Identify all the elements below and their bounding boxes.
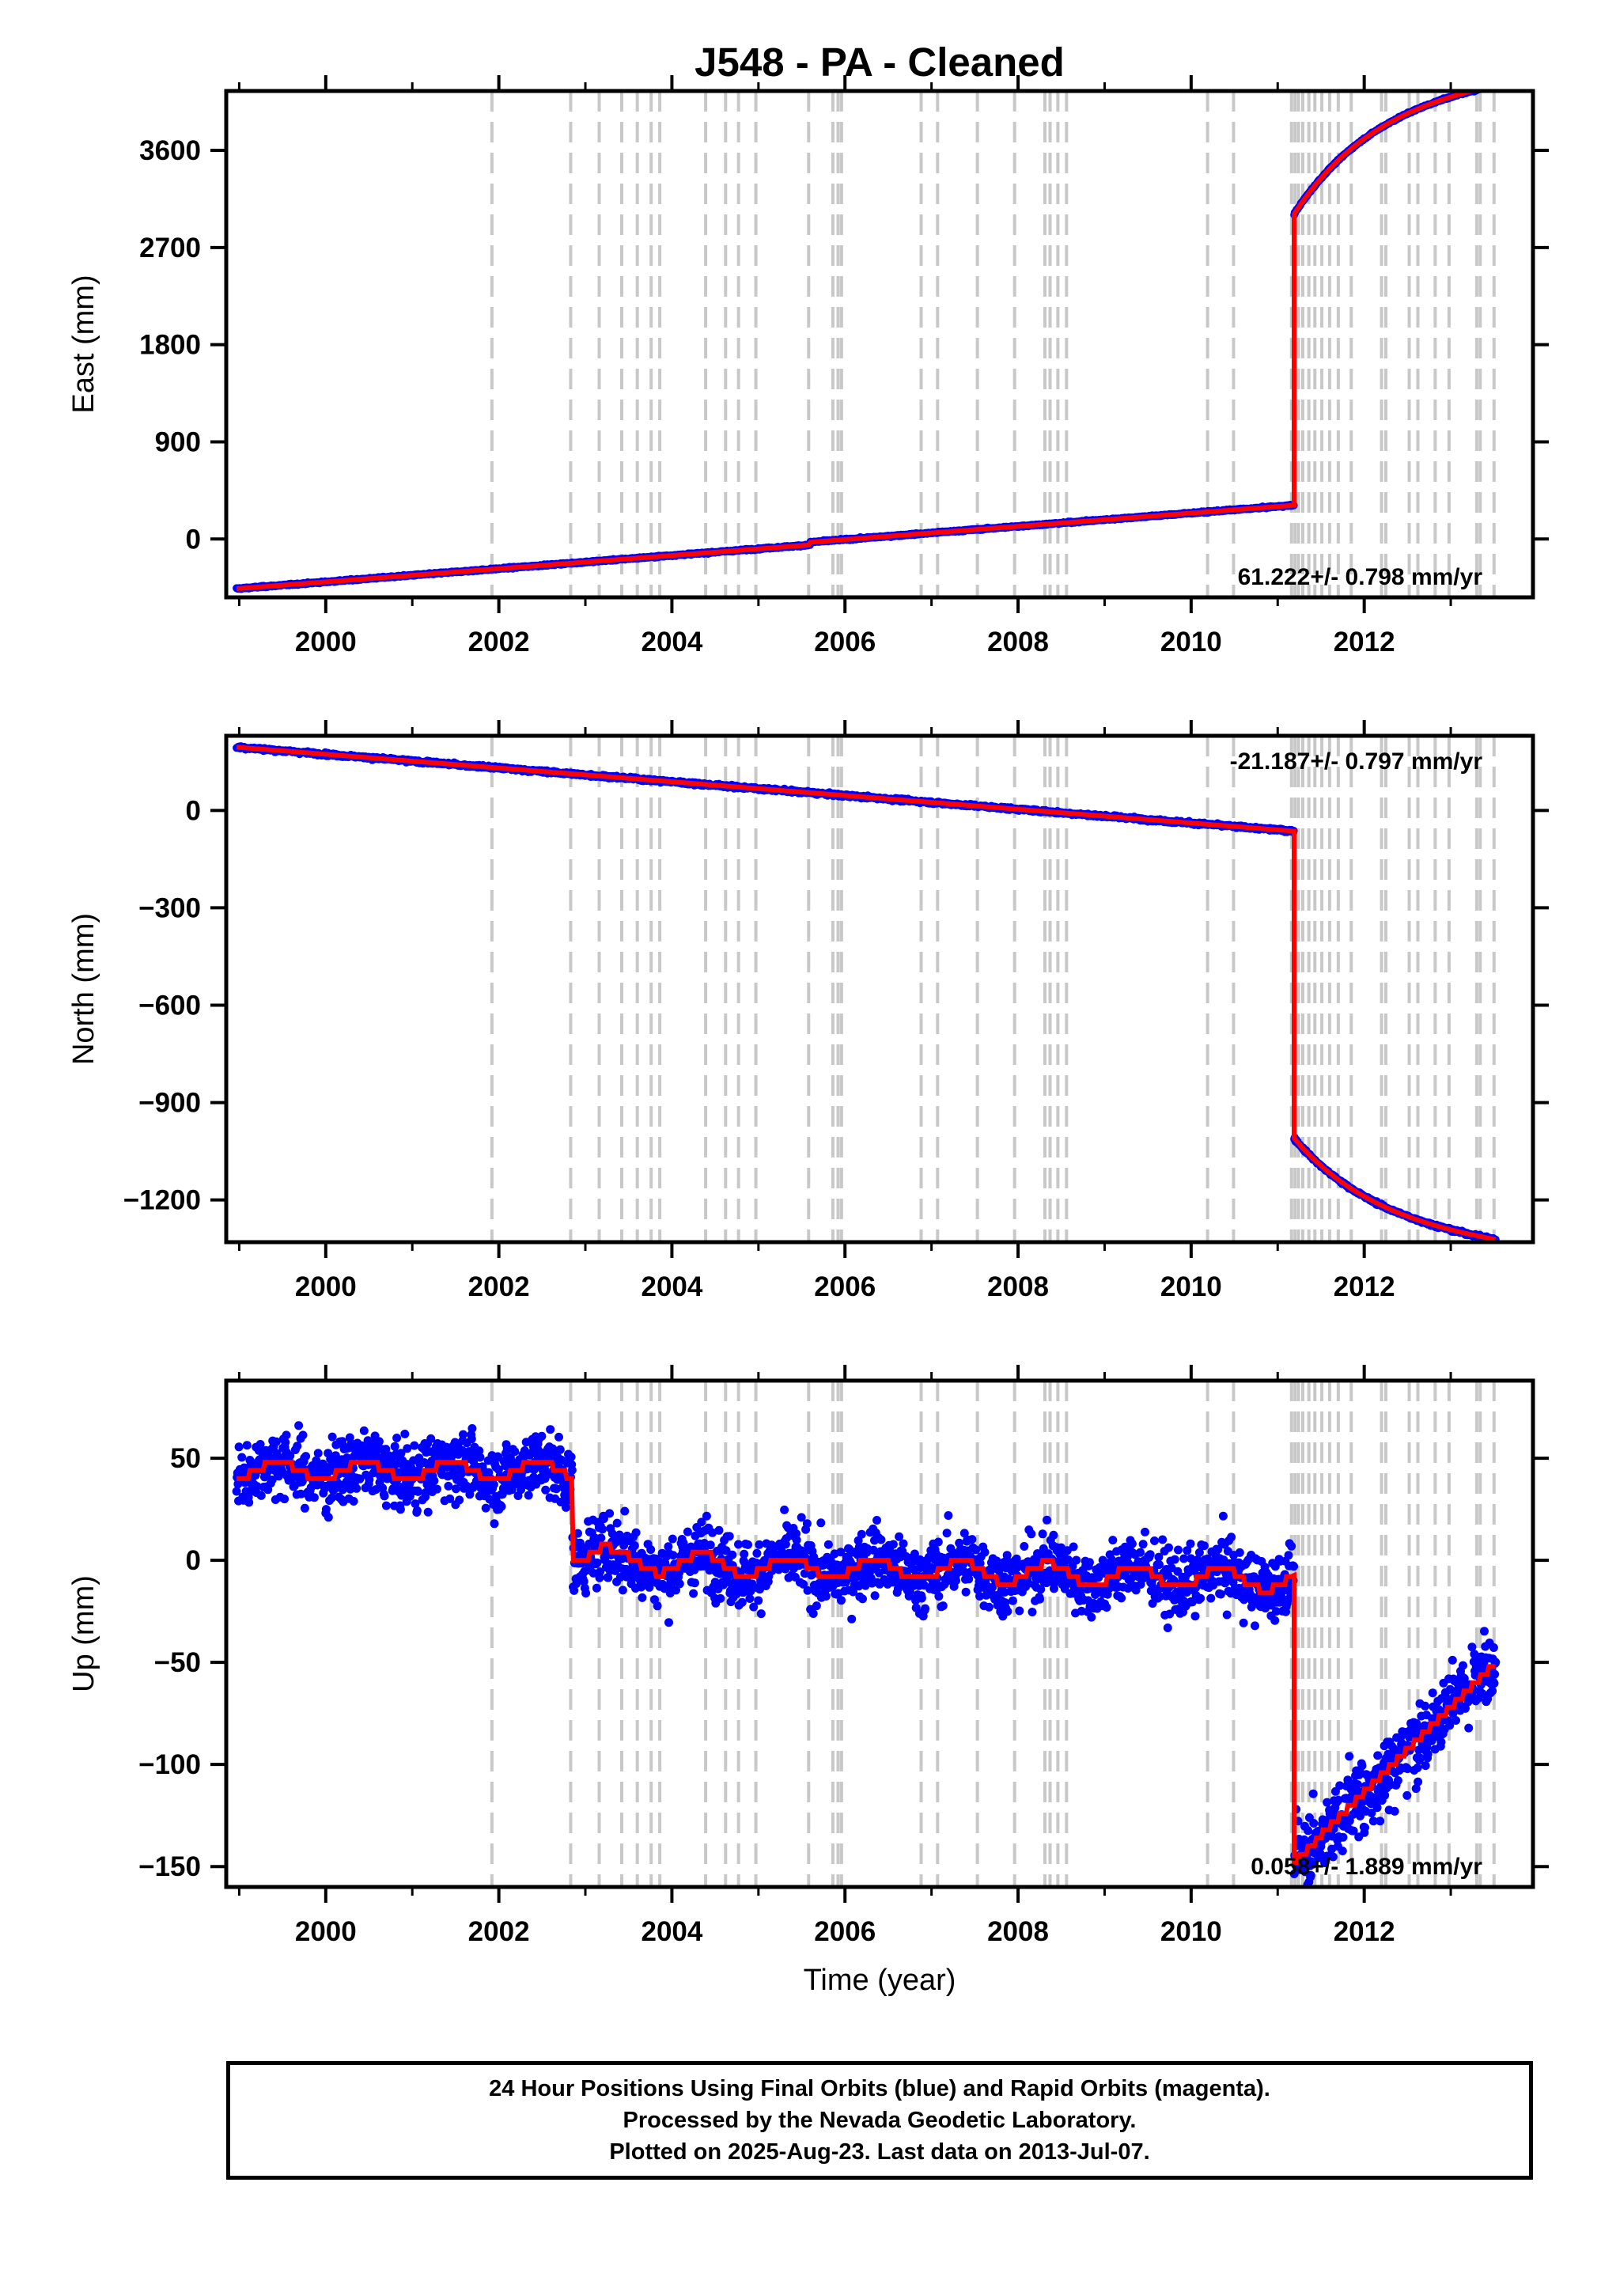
event-lines (490, 91, 1496, 597)
y-tick-label: 0 (186, 524, 201, 555)
data-point (1489, 81, 1497, 89)
panel-east: 2000 2002 2004 2006 2008 2010 2012 0 900 1800 2700… (67, 75, 1549, 657)
chart-title: J548 - PA - Cleaned (695, 40, 1065, 85)
x-tick-label: 2008 (987, 627, 1049, 657)
x-tick-label: 2004 (641, 627, 702, 657)
data-point (1487, 82, 1495, 90)
data-point (1491, 81, 1499, 89)
data-point (1491, 81, 1499, 89)
x-tick-label: 2002 (468, 627, 530, 657)
y-tick-label: 3600 (139, 135, 201, 166)
model-line (236, 91, 1482, 592)
y-tick-label: 900 (155, 426, 201, 457)
x-tick-label: 2000 (295, 627, 357, 657)
data-point (1489, 81, 1497, 89)
data-point (1486, 82, 1494, 90)
data-point (1490, 82, 1498, 90)
panel-north: 2000 2002 2004 2006 2008 2010 20120−300−600−90… (67, 720, 1549, 1302)
y-axis-label: East (mm) (67, 275, 100, 413)
data-point (1489, 82, 1497, 90)
y-tick-label: 1800 (139, 330, 201, 361)
y-tick-label: 2700 (139, 233, 201, 263)
data-point (1492, 81, 1500, 89)
x-tick-label: 2012 (1334, 627, 1395, 657)
x-tick-label: 2010 (1160, 627, 1222, 657)
x-tick-label: 2006 (814, 627, 876, 657)
rate-label: 61.222+/- 0.798 mm/yr (1238, 564, 1483, 590)
